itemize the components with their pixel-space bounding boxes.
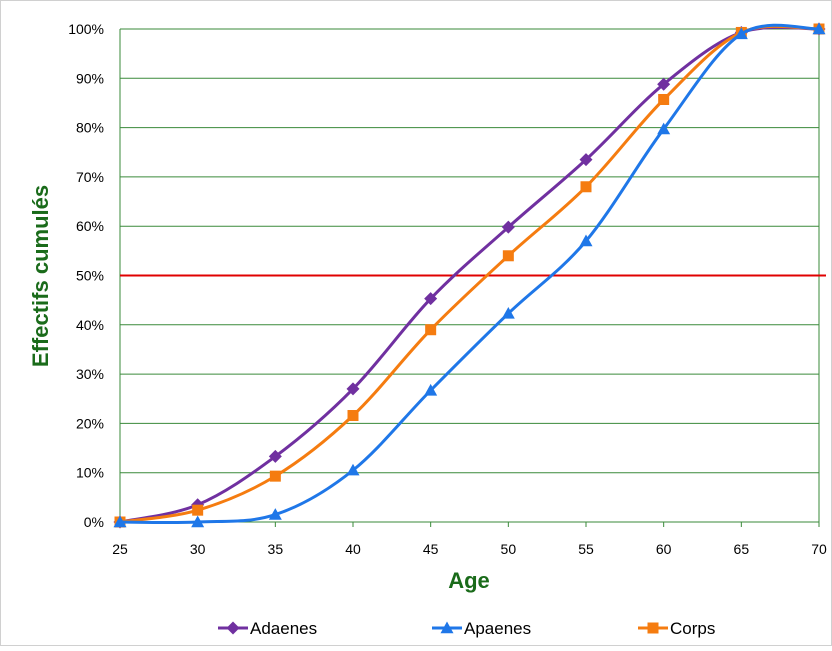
y-tick-label: 30% — [76, 366, 104, 382]
x-tick-label: 40 — [345, 541, 361, 557]
legend-item-adaenes: Adaenes — [218, 619, 317, 638]
data-point-corps — [502, 250, 514, 262]
y-tick-label: 100% — [68, 21, 104, 37]
y-tick-label: 90% — [76, 70, 104, 86]
legend-marker-adaenes — [226, 621, 240, 635]
data-point-corps — [192, 504, 204, 516]
y-tick-label: 50% — [76, 268, 104, 284]
series-layer — [113, 22, 826, 529]
x-tick-label: 25 — [112, 541, 128, 557]
series-line-apaenes — [119, 23, 820, 525]
x-tick-label: 65 — [734, 541, 750, 557]
data-point-apaenes — [191, 515, 205, 528]
legend-marker-apaenes — [440, 621, 454, 634]
x-tick-label: 60 — [656, 541, 672, 557]
legend-label-adaenes: Adaenes — [250, 619, 317, 638]
data-point-apaenes — [268, 508, 282, 520]
x-tick-label: 50 — [501, 541, 517, 557]
y-tick-label: 60% — [76, 218, 104, 234]
legend-item-apaenes: Apaenes — [432, 619, 531, 638]
grid-layer — [119, 28, 826, 523]
data-point-apaenes — [501, 306, 515, 319]
data-point-adaenes — [657, 77, 671, 91]
data-point-apaenes — [812, 22, 826, 35]
x-axis-title: Age — [448, 568, 490, 593]
legend-item-corps: Corps — [638, 619, 715, 638]
data-point-adaenes — [424, 292, 438, 306]
data-point-corps — [347, 410, 359, 422]
data-point-corps — [425, 324, 437, 336]
series-line-corps — [119, 24, 820, 524]
data-point-apaenes — [657, 122, 671, 135]
series-apaenes — [113, 22, 826, 528]
y-tick-label: 10% — [76, 465, 104, 481]
y-tick-label: 70% — [76, 169, 104, 185]
x-tick-label: 55 — [578, 541, 594, 557]
data-point-corps — [580, 181, 592, 193]
x-tick-label: 70 — [811, 541, 827, 557]
legend-label-apaenes: Apaenes — [464, 619, 531, 638]
data-point-adaenes — [501, 220, 515, 234]
y-tick-label: 0% — [84, 514, 104, 530]
data-point-adaenes — [346, 382, 360, 396]
x-tick-label: 45 — [423, 541, 439, 557]
data-point-apaenes — [346, 463, 360, 476]
data-point-apaenes — [424, 383, 438, 396]
legend-label-corps: Corps — [670, 619, 715, 638]
x-tick-label: 35 — [268, 541, 284, 557]
legend-marker-corps — [647, 622, 659, 634]
axis-layer: 0% 10% 20% 30% 40% 50% 60% 70% 80% 90% 100% 25 30 35 4… — [68, 21, 827, 557]
y-tick-label: 40% — [76, 317, 104, 333]
data-point-adaenes — [268, 449, 282, 463]
data-point-apaenes — [734, 27, 748, 40]
legend: Adaenes Apaenes Corps — [218, 619, 715, 638]
y-tick-label: 80% — [76, 120, 104, 136]
x-tick-label: 30 — [190, 541, 206, 557]
y-axis-title: Effectifs cumulés — [28, 185, 53, 367]
data-point-corps — [269, 470, 281, 482]
y-tick-label: 20% — [76, 415, 104, 431]
series-line-adaenes — [119, 25, 820, 524]
data-point-apaenes — [113, 515, 127, 528]
data-point-adaenes — [579, 153, 593, 167]
data-point-corps — [658, 93, 670, 105]
data-point-apaenes — [579, 234, 593, 247]
